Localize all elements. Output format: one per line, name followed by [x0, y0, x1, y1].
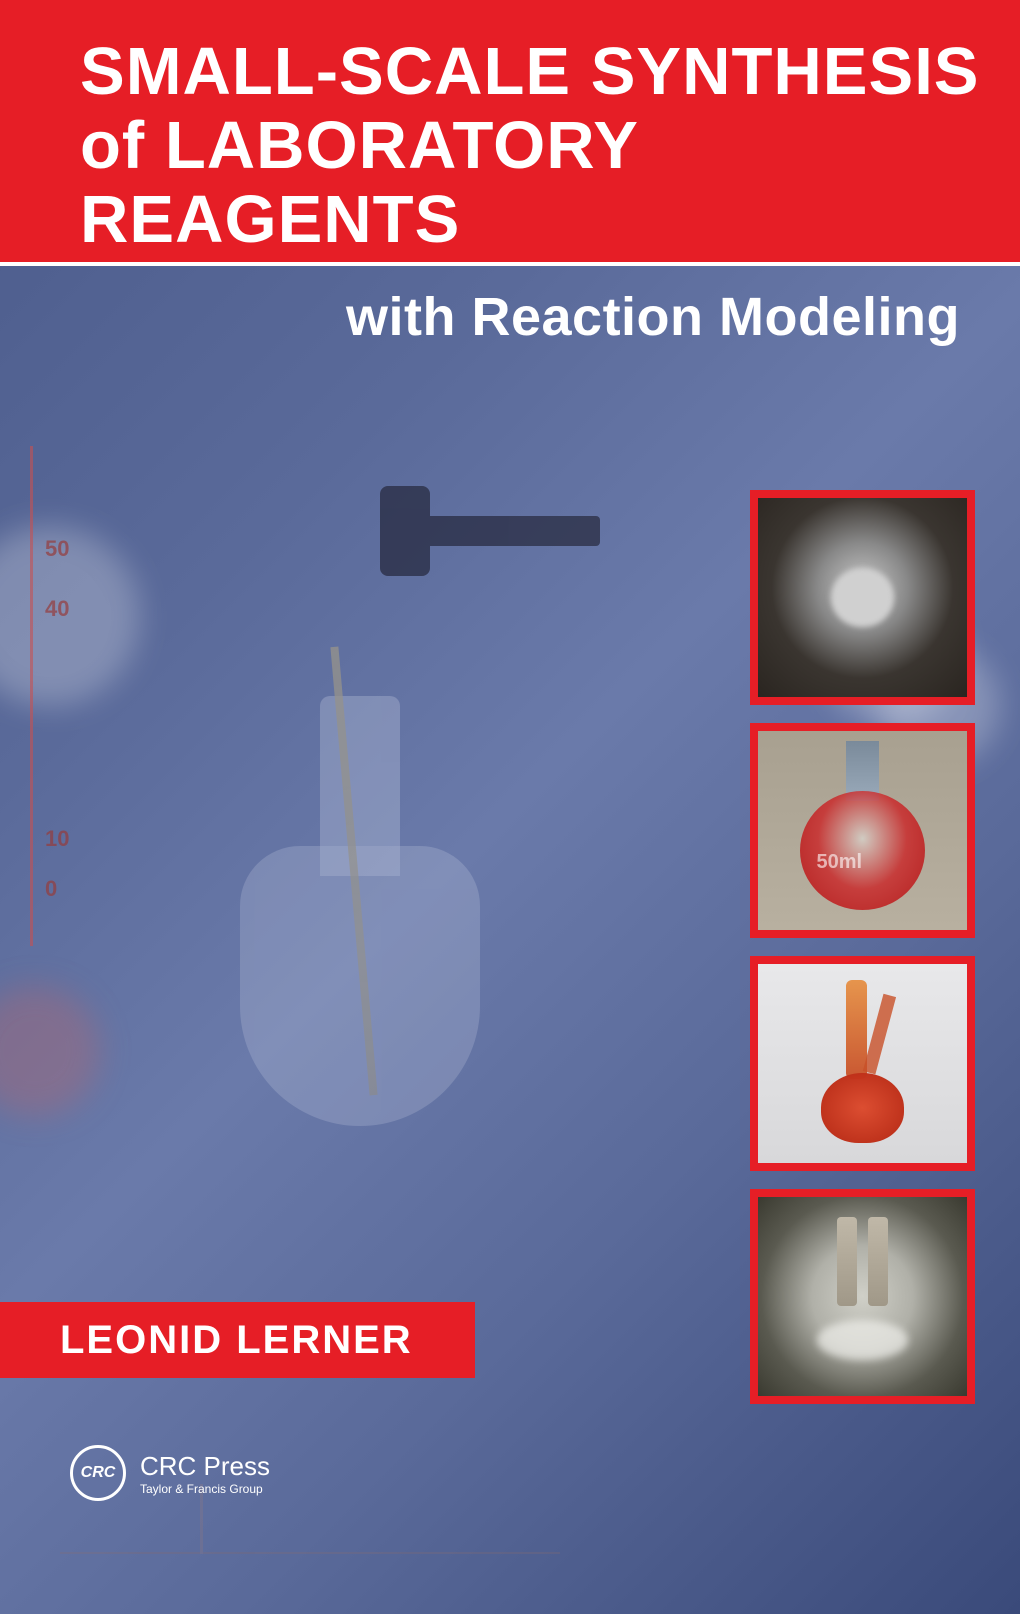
- crc-logo-icon: CRC: [70, 1445, 126, 1501]
- thumbnail-4: [750, 1189, 975, 1404]
- axis-tick-label: 50: [45, 536, 69, 562]
- author-name: LEONID LERNER: [60, 1318, 413, 1363]
- tube: [837, 1217, 857, 1307]
- thumb-flask-red: 50ml: [758, 731, 967, 930]
- flask-neck: [320, 696, 400, 876]
- axis-tick-label: 40: [45, 596, 69, 622]
- crucible-center: [831, 568, 894, 628]
- publisher-text: CRC Press Taylor & Francis Group: [140, 1451, 270, 1496]
- flask-volume-label: 50ml: [817, 851, 863, 874]
- publisher-name: CRC Press: [140, 1451, 270, 1482]
- author-banner: LEONID LERNER: [0, 1302, 475, 1378]
- publisher-block: CRC CRC Press Taylor & Francis Group: [70, 1445, 270, 1501]
- title-line-2: of LABORATORY REAGENTS: [80, 109, 1020, 256]
- bokeh-circle: [0, 526, 140, 706]
- thumbnail-3: [750, 956, 975, 1171]
- thumbnail-2: 50ml: [750, 723, 975, 938]
- thumb-crucible: [758, 498, 967, 697]
- clamp-apparatus: [380, 466, 600, 606]
- bokeh-circle: [0, 986, 100, 1116]
- thumb-vessel: [758, 1197, 967, 1396]
- publisher-subtitle: Taylor & Francis Group: [140, 1482, 270, 1496]
- title-banner: SMALL-SCALE SYNTHESIS of LABORATORY REAG…: [0, 0, 1020, 262]
- book-cover: SMALL-SCALE SYNTHESIS of LABORATORY REAG…: [0, 0, 1020, 1614]
- thumbnail-1: [750, 490, 975, 705]
- tube-pair: [837, 1217, 887, 1307]
- axis-tick-label: 10: [45, 826, 69, 852]
- axis-tick-label: 0: [45, 876, 57, 902]
- liquid-surface: [817, 1320, 909, 1360]
- graph-axis: [30, 446, 33, 946]
- thumb-distillation: [758, 964, 967, 1163]
- tube: [868, 1217, 888, 1307]
- thumbnail-column: 50ml: [750, 490, 975, 1404]
- lab-glassware-illustration: [200, 696, 550, 1196]
- title-line-1: SMALL-SCALE SYNTHESIS: [80, 35, 1020, 109]
- flask: [821, 1073, 905, 1143]
- tube: [863, 994, 896, 1074]
- clamp-grip: [380, 486, 430, 576]
- graph-baseline: [60, 1552, 560, 1554]
